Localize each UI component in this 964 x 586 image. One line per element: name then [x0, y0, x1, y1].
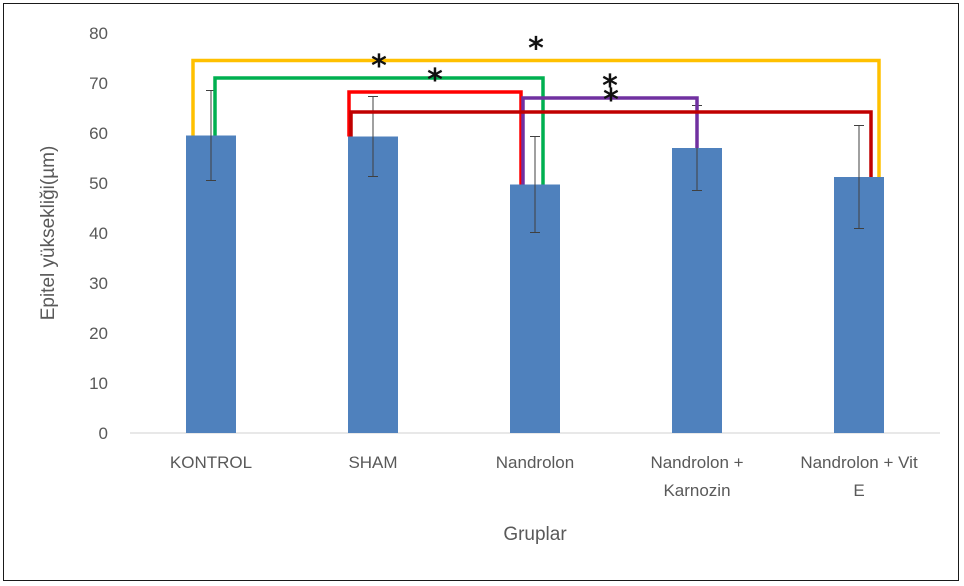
y-tick-label: 80 — [89, 24, 108, 43]
y-tick-label: 30 — [89, 274, 108, 293]
significance-bracket: * — [213, 49, 545, 185]
significance-star: * — [371, 49, 387, 84]
y-axis-ticks: 0 10 20 30 40 50 60 70 80 — [89, 24, 108, 443]
y-axis-title: Epitel yüksekliği(µm) — [38, 146, 59, 321]
significance-bracket: * — [347, 63, 523, 185]
y-tick-label: 50 — [89, 174, 108, 193]
x-tick-label: Nandrolon + Karnozin — [650, 453, 743, 500]
x-axis-title: Gruplar — [503, 524, 567, 545]
significance-bracket: * — [349, 83, 873, 177]
y-tick-label: 70 — [89, 74, 108, 93]
significance-brackets: ** * ** — [191, 32, 881, 185]
y-tick-label: 40 — [89, 224, 108, 243]
error-bar — [530, 136, 540, 233]
significance-star: * — [602, 69, 618, 104]
bar — [186, 135, 236, 433]
y-tick-label: 60 — [89, 124, 108, 143]
significance-star: * — [427, 63, 443, 98]
x-axis-category-labels: KONTROL SHAM Nandrolon Nandrolon + Karnozin N… — [170, 453, 918, 500]
x-tick-label: Nandrolon — [496, 453, 574, 472]
y-tick-label: 10 — [89, 374, 108, 393]
bar — [348, 136, 398, 433]
significance-star: * — [603, 83, 619, 118]
y-tick-label: 20 — [89, 324, 108, 343]
significance-bracket: * — [521, 69, 699, 185]
y-tick-label: 0 — [99, 424, 108, 443]
x-tick-label: SHAM — [348, 453, 397, 472]
error-bar — [854, 125, 864, 229]
chart-frame — [3, 3, 959, 581]
error-bar — [368, 96, 378, 177]
x-tick-label: KONTROL — [170, 453, 252, 472]
significance-bracket: * — [191, 32, 881, 177]
x-tick-label: Nandrolon + Vit E — [800, 453, 918, 500]
significance-star: * — [528, 32, 544, 67]
bar — [672, 148, 722, 433]
